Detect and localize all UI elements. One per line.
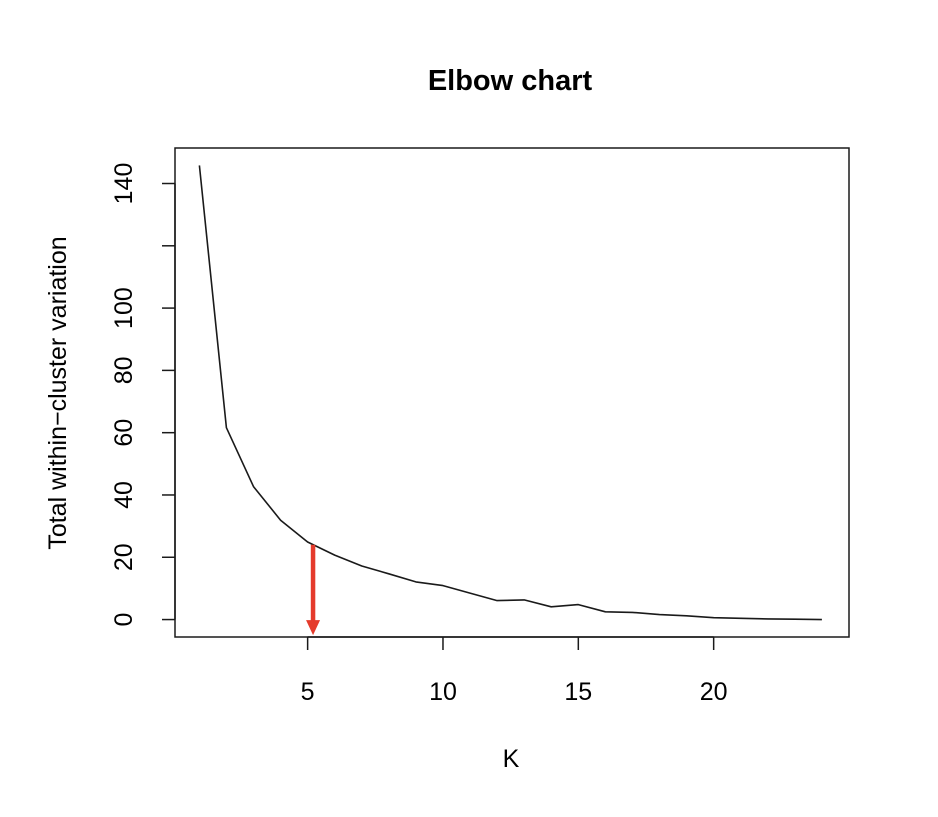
y-tick-label: 0 [110,613,138,627]
y-tick-label: 140 [110,163,138,205]
plot-frame [174,147,850,638]
x-tick-label: 15 [564,678,592,706]
x-tick-label: 5 [301,678,315,706]
series-line [198,165,822,621]
y-tick-label: 80 [110,356,138,384]
y-tick-label: 20 [110,543,138,571]
elbow-arrow-head [306,620,321,636]
x-axis-label: K [503,745,520,773]
y-axis: 0 20 40 60 80 100 140 [110,163,176,627]
x-axis: 5 10 15 20 [301,636,728,706]
y-axis-label: Total within−cluster variation [44,236,72,549]
y-tick-label: 100 [110,287,138,329]
annotation-group [306,544,321,636]
series-group [198,165,822,621]
y-tick-label: 40 [110,481,138,509]
chart-title: Elbow chart [428,65,593,97]
x-tick-label: 10 [429,678,457,706]
x-tick-label: 20 [700,678,728,706]
y-tick-label: 60 [110,419,138,447]
